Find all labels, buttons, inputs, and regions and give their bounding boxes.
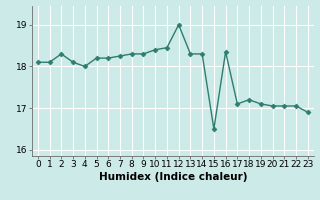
X-axis label: Humidex (Indice chaleur): Humidex (Indice chaleur) xyxy=(99,172,247,182)
